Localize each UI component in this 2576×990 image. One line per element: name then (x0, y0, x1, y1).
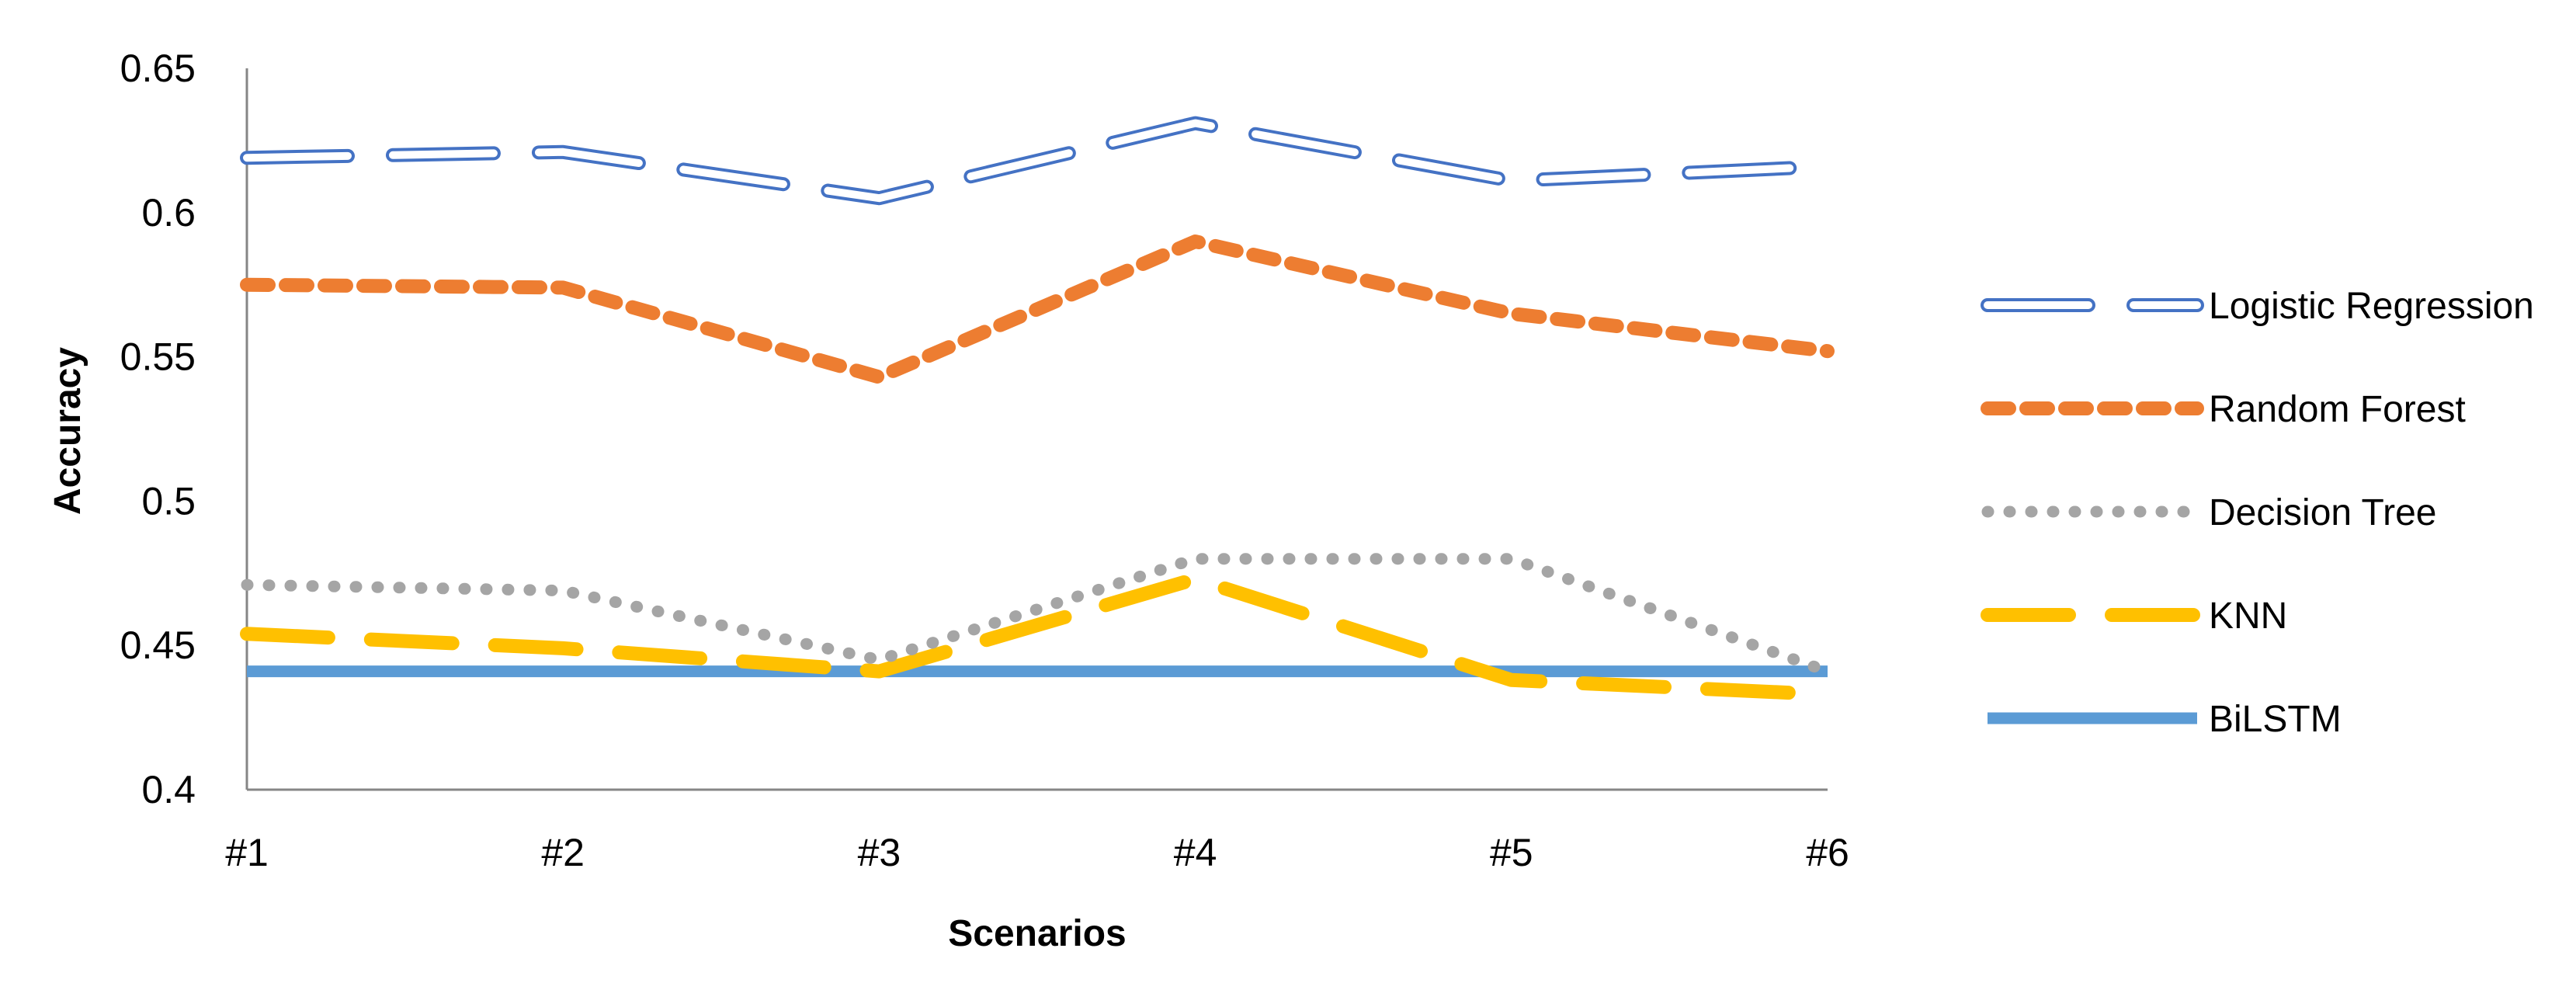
legend-item: BiLSTM (1988, 699, 2342, 740)
data-point (1827, 693, 1828, 695)
legend-item: Logistic Regression (1981, 286, 2534, 327)
y-tick-label: 0.55 (120, 335, 196, 379)
legend-label: Decision Tree (2209, 492, 2436, 533)
series-line-logistic-regression-inner (243, 119, 1831, 203)
series-bilstm (247, 665, 1828, 678)
y-tick-label: 0.6 (141, 191, 196, 234)
x-tick-labels: #1 #2 #3 #4 #5 #6 (225, 831, 1849, 874)
series-line-knn (240, 571, 1835, 702)
data-point (1195, 558, 1196, 560)
x-tick-label: #5 (1490, 831, 1533, 874)
x-axis-title: Scenarios (948, 913, 1126, 954)
data-point (1827, 165, 1828, 167)
y-tick-label: 0.5 (141, 479, 196, 523)
x-tick-label: #2 (541, 831, 585, 874)
legend-label: Logistic Regression (2209, 286, 2534, 327)
legend: Logistic Regression Random Forest Decision… (1981, 286, 2534, 740)
x-tick-label: #6 (1806, 831, 1849, 874)
series-logistic-regression (240, 116, 1835, 206)
y-tick-label: 0.65 (120, 47, 196, 90)
legend-item: Random Forest (1981, 389, 2466, 430)
x-tick-label: #4 (1174, 831, 1217, 874)
legend-label: KNN (2209, 596, 2287, 637)
data-point (1511, 180, 1512, 182)
y-tick-label: 0.45 (120, 624, 196, 667)
x-tick-label: #1 (225, 831, 269, 874)
series-decision-tree (241, 553, 1834, 678)
series-knn (240, 571, 1835, 702)
data-point (1195, 578, 1196, 580)
x-tick-label: #3 (858, 831, 901, 874)
data-point (878, 659, 880, 661)
y-tick-labels: 0.4 0.45 0.5 0.55 0.6 0.65 (120, 47, 196, 811)
legend-item: Decision Tree (1981, 492, 2436, 533)
legend-item: KNN (1981, 596, 2287, 637)
series-lines (240, 116, 1835, 702)
series-random-forest (240, 234, 1835, 384)
y-tick-label: 0.4 (141, 768, 196, 811)
series-line-decision-tree (241, 553, 1834, 678)
series-line-random-forest (240, 234, 1835, 384)
legend-label: Random Forest (2209, 389, 2466, 430)
legend-label: BiLSTM (2209, 699, 2342, 740)
data-point (562, 590, 564, 592)
y-axis-title: Accuracy (47, 347, 89, 515)
